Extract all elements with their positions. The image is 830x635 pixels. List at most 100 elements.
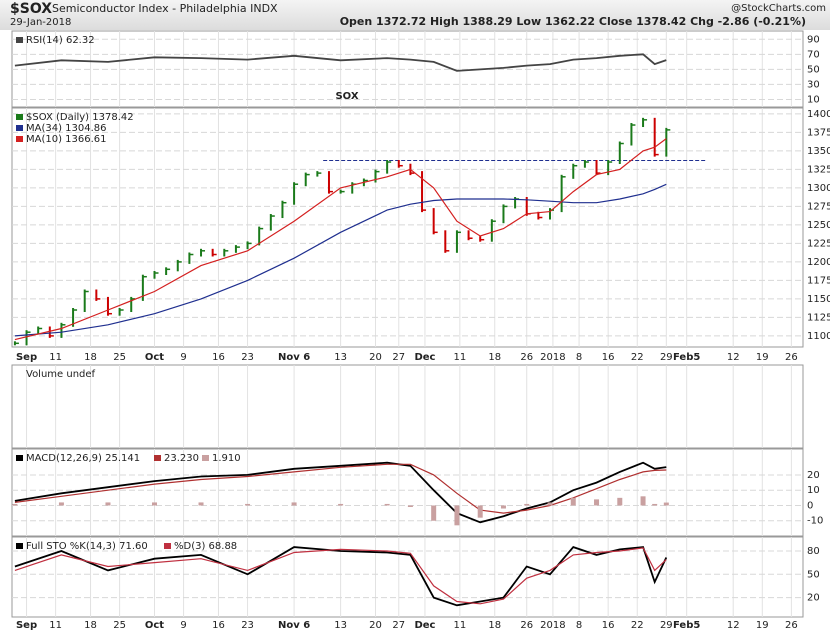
legend-entry: $SOX (Daily) 1378.42	[26, 112, 134, 123]
x-tick-label: 9	[180, 620, 186, 631]
price-bar	[48, 326, 54, 338]
x-tick-label: Oct	[145, 352, 164, 363]
x-tick-label: 16	[212, 620, 225, 631]
y-tick-label: 20	[807, 593, 820, 604]
histogram-bar	[198, 502, 204, 506]
price-bar	[572, 163, 578, 179]
y-tick-label: 1375	[807, 127, 830, 138]
price-bar	[258, 226, 264, 246]
price-bar	[327, 171, 333, 194]
price-bar	[374, 169, 380, 183]
legend-swatch	[154, 455, 161, 461]
legend-swatch	[16, 136, 23, 142]
y-tick-label: 1125	[807, 312, 830, 323]
legend-entry: Full STO %K(14,3) 71.60	[26, 541, 148, 552]
price-bar	[665, 127, 671, 157]
histogram-bar	[640, 496, 646, 506]
y-tick-label: -10	[807, 516, 823, 527]
price-bar	[176, 259, 182, 272]
panel	[11, 107, 804, 348]
histogram-bar	[477, 505, 483, 518]
panel	[11, 536, 804, 618]
y-tick-label: 10	[807, 94, 820, 105]
x-tick-label: 2018	[540, 620, 565, 631]
y-tick-label: 1300	[807, 183, 830, 194]
histogram-bar	[663, 502, 669, 506]
x-tick-label: Nov 6	[278, 352, 310, 363]
x-tick-label: 25	[113, 352, 126, 363]
panel	[11, 448, 804, 537]
legend-entry: RSI(14) 62.32	[26, 35, 95, 46]
legend-swatch	[16, 455, 23, 461]
x-tick-label: 18	[84, 620, 97, 631]
x-tick-label: 12	[727, 352, 740, 363]
x-tick-label: 13	[334, 620, 347, 631]
histogram-bar	[594, 499, 600, 506]
y-tick-label: 50	[807, 569, 820, 580]
legend-swatch	[16, 37, 23, 43]
indicator-line	[14, 53, 667, 72]
price-bar	[106, 296, 112, 316]
x-tick-label: 12	[727, 620, 740, 631]
histogram-bar	[570, 497, 576, 506]
chart-date: 29-Jan-2018	[10, 17, 71, 28]
price-bar	[397, 160, 403, 168]
y-tick-label: 50	[807, 64, 820, 75]
price-bar	[83, 289, 89, 313]
histogram-bar	[338, 503, 344, 506]
x-tick-label: 11	[453, 352, 466, 363]
panel	[11, 364, 804, 449]
legend-swatch	[16, 114, 23, 120]
legend-entry: MA(34) 1304.86	[26, 123, 107, 134]
histogram-bar	[547, 502, 553, 506]
x-tick-label: Feb5	[673, 620, 700, 631]
indicator-line	[14, 463, 667, 514]
price-bar	[13, 341, 19, 346]
x-tick-label: Sep	[16, 352, 37, 363]
x-tick-label: 16	[602, 352, 615, 363]
x-tick-label: 23	[241, 620, 254, 631]
source: @StockCharts.com	[731, 3, 826, 14]
price-bar	[618, 141, 624, 165]
y-tick-label: 1275	[807, 201, 830, 212]
legend-entry: MA(10) 1366.61	[26, 134, 107, 145]
legend-entry: 1.910	[212, 453, 241, 464]
y-tick-label: 1200	[807, 257, 830, 268]
price-bar	[281, 200, 287, 219]
price-bar	[211, 248, 217, 257]
legend-entry: %D(3) 68.88	[174, 541, 237, 552]
x-tick-label: Dec	[414, 352, 435, 363]
y-tick-label: 1225	[807, 238, 830, 249]
y-tick-label: 20	[807, 470, 820, 481]
x-tick-label: 23	[241, 352, 254, 363]
x-tick-label: 26	[520, 352, 533, 363]
histogram-bar	[617, 497, 623, 506]
price-bar	[60, 322, 66, 338]
price-bar	[444, 230, 450, 253]
y-tick-label: 1325	[807, 164, 830, 175]
x-tick-label: 26	[785, 352, 798, 363]
price-bar	[37, 326, 43, 335]
y-tick-label: 1175	[807, 275, 830, 286]
price-bar	[560, 174, 566, 213]
price-bar	[583, 160, 589, 168]
legend-entry: MACD(12,26,9) 25.141	[26, 453, 140, 464]
x-tick-label: Feb5	[673, 352, 700, 363]
x-tick-label: 26	[520, 620, 533, 631]
x-tick-label: 18	[488, 620, 501, 631]
index-name: Semiconductor Index - Philadelphia INDX	[52, 2, 278, 15]
histogram-bar	[105, 502, 111, 506]
x-tick-label: 27	[392, 352, 405, 363]
x-tick-label: 11	[49, 352, 62, 363]
histogram-bar	[12, 503, 18, 506]
histogram-bar	[384, 503, 390, 506]
histogram-bar	[431, 505, 437, 521]
x-tick-label: 29	[660, 352, 673, 363]
x-tick-label: 11	[49, 620, 62, 631]
price-bar	[490, 219, 496, 242]
x-tick-label: 22	[631, 620, 644, 631]
price-bar	[200, 248, 206, 257]
x-tick-label: 8	[576, 620, 582, 631]
histogram-bar	[291, 502, 297, 506]
